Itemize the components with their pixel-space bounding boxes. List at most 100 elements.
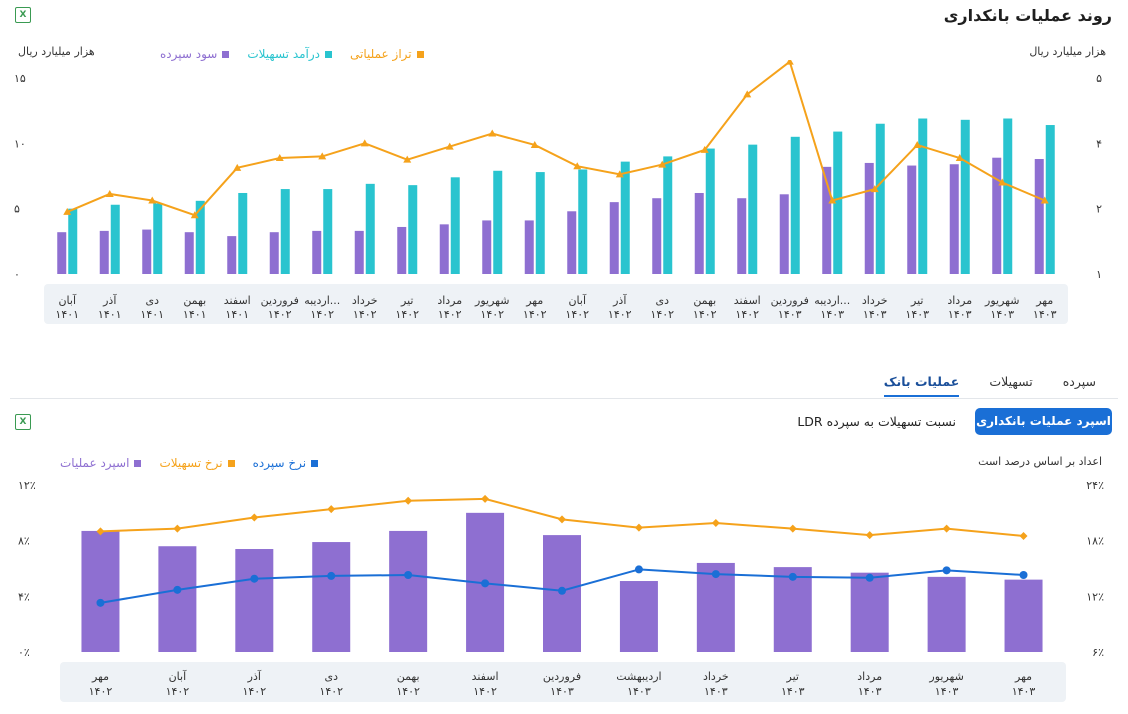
spread-chart: ۰٪ ۴٪ ۸٪ ۱۲٪ ۶٪ ۱۲٪ ۱۸٪ ۲۴٪ مهر ۱۴۰۲ آبان ۱۴۰۲ آذر ۱۴…: [18, 479, 1104, 702]
tab-loans[interactable]: تسهیلات: [989, 374, 1033, 389]
point-loan-rate: [250, 513, 259, 522]
legend-item-deposit-interest[interactable]: سود سپرده: [160, 47, 230, 61]
x-tick-label-year: ۱۴۰۱: [183, 308, 207, 321]
x-tick-label-year: ۱۴۰۳: [1012, 685, 1036, 698]
point-operating-balance: [488, 129, 497, 137]
bar-deposit-interest: [779, 194, 789, 274]
legend-item-spread[interactable]: اسپرد عملیات: [60, 456, 142, 470]
excel-icon[interactable]: X: [15, 7, 31, 23]
tab-deposit[interactable]: سپرده: [1062, 374, 1096, 389]
point-operating-balance: [233, 163, 242, 171]
bar-spread: [81, 530, 120, 652]
legend-item-loan-rate[interactable]: نرخ تسهیلات: [159, 456, 235, 470]
point-operating-balance: [658, 160, 667, 168]
x-tick-label-year: ۱۴۰۱: [225, 308, 249, 321]
legend-swatch: [311, 459, 319, 467]
legend-item-loan-income[interactable]: درآمد تسهیلات: [247, 47, 333, 61]
x-tick-label-year: ۱۴۰۳: [778, 308, 802, 321]
point-operating-balance: [275, 154, 284, 162]
legend-item-balance[interactable]: تراز عملیاتی: [350, 47, 424, 61]
x-tick-label-month: اسفند: [224, 294, 251, 307]
bar-deposit-interest: [694, 192, 704, 274]
excel-icon[interactable]: X: [15, 414, 31, 430]
point-loan-rate: [481, 494, 490, 503]
legend-label: درآمد تسهیلات: [247, 47, 321, 61]
x-tick-label-year: ۱۴۰۳: [704, 685, 728, 698]
point-deposit-rate: [173, 585, 182, 594]
point-deposit-rate: [250, 574, 259, 583]
bar-loan-income: [578, 169, 588, 274]
bar-loan-income: [68, 208, 78, 274]
point-loan-rate: [96, 527, 105, 536]
x-tick-label-month: دی: [145, 294, 159, 307]
point-operating-balance: [870, 185, 879, 193]
y-right-tick-label: ۱۸٪: [1086, 535, 1104, 548]
x-axis-band: [44, 284, 1068, 324]
point-deposit-rate: [634, 565, 643, 574]
x-tick-label-month: بهمن: [693, 294, 716, 307]
x-tick-label-year: ۱۴۰۱: [55, 308, 79, 321]
x-tick-label-year: ۱۴۰۳: [781, 685, 805, 698]
bar-deposit-interest: [864, 162, 874, 274]
bottom-legend: نرخ سپرده نرخ تسهیلات اسپرد عملیات: [60, 456, 319, 470]
x-tick-label-month: اسفند: [734, 294, 761, 307]
point-loan-rate: [711, 519, 720, 528]
legend-label: اسپرد عملیات: [60, 456, 130, 470]
y-right-tick-label: ۱۲٪: [1086, 590, 1104, 603]
bar-spread: [927, 576, 966, 652]
x-tick-label-year: ۱۴۰۲: [480, 308, 504, 321]
bar-deposit-interest: [397, 226, 407, 274]
bar-spread: [773, 567, 812, 652]
bar-loan-income: [408, 185, 418, 274]
x-tick-label-month: مهر: [91, 670, 109, 683]
point-operating-balance: [785, 60, 794, 65]
bar-spread: [312, 542, 351, 652]
x-tick-label-year: ۱۴۰۲: [242, 685, 266, 698]
ldr-button[interactable]: نسبت تسهیلات به سپرده LDR: [797, 414, 956, 429]
x-tick-label-month: مرداد: [857, 670, 882, 683]
bar-loan-income: [918, 118, 928, 274]
x-tick-label-month: آبان: [169, 669, 187, 683]
point-operating-balance: [148, 196, 157, 204]
point-operating-balance: [955, 154, 964, 162]
x-tick-label-year: ۱۴۰۳: [858, 685, 882, 698]
tab-bank-operations[interactable]: عملیات بانک: [883, 374, 960, 397]
bar-spread: [235, 549, 274, 652]
spread-button[interactable]: اسپرد عملیات بانکداری: [975, 408, 1112, 435]
point-loan-rate: [942, 524, 951, 533]
x-tick-label-year: ۱۴۰۲: [89, 685, 113, 698]
legend-label: نرخ سپرده: [252, 456, 307, 470]
point-loan-rate: [788, 524, 797, 533]
point-operating-balance: [615, 170, 624, 178]
point-operating-balance: [828, 196, 837, 204]
y-left-tick-label: ۱۵: [14, 72, 26, 85]
bar-loan-income: [195, 200, 205, 274]
x-tick-label-year: ۱۴۰۳: [905, 308, 929, 321]
y-right-tick-label: ۱: [1096, 268, 1102, 281]
x-tick-label-month: مرداد: [437, 294, 462, 307]
x-tick-label-month: فروردین: [771, 294, 809, 307]
legend-label: نرخ تسهیلات: [159, 456, 223, 470]
point-operating-balance: [105, 189, 114, 197]
x-tick-label-month: مهر: [525, 294, 543, 307]
x-tick-label-month: دی: [324, 670, 338, 683]
x-tick-label-month: آذر: [102, 293, 117, 307]
y-left-tick-label: ۰٪: [18, 646, 30, 659]
x-tick-label-year: ۱۴۰۳: [863, 308, 887, 321]
bar-deposit-interest: [949, 164, 959, 274]
bar-deposit-interest: [737, 198, 747, 274]
bar-deposit-interest: [439, 224, 449, 274]
bar-deposit-interest: [609, 202, 619, 274]
y-left-tick-label: ۸٪: [18, 535, 30, 548]
legend-item-deposit-rate[interactable]: نرخ سپرده: [252, 456, 319, 470]
legend-swatch: [325, 50, 333, 58]
bar-loan-income: [705, 148, 715, 274]
x-tick-label-month: مهر: [1035, 294, 1053, 307]
bar-deposit-interest: [227, 236, 237, 274]
bar-deposit-interest: [184, 232, 194, 274]
tab-bar: سپرده تسهیلات عملیات بانک: [883, 374, 1096, 397]
x-axis-band: [60, 662, 1066, 702]
y-left-tick-label: ۵: [14, 203, 20, 216]
x-tick-label-year: ۱۴۰۲: [523, 308, 547, 321]
x-tick-label-year: ۱۴۰۲: [353, 308, 377, 321]
